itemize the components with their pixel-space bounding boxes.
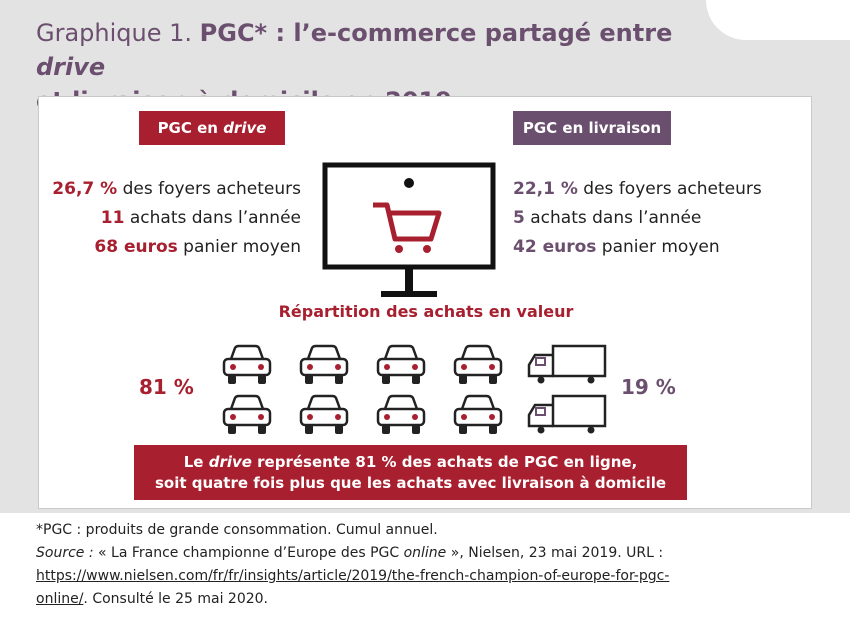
- drive-stat-basket: 68 euros panier moyen: [94, 237, 301, 257]
- monitor-icon: [322, 162, 496, 297]
- conclusion-banner: Le drive représente 81 % des achats de P…: [134, 445, 687, 500]
- drive-percentage: 81 %: [139, 375, 194, 399]
- car-icon: [299, 344, 349, 384]
- figure-footer: *PGC : produits de grande consommation. …: [36, 519, 826, 611]
- panel-corner: [706, 0, 850, 40]
- source-line: Source : « La France championne d’Europe…: [36, 545, 664, 561]
- car-icon: [376, 344, 426, 384]
- delivery-badge: PGC en livraison: [513, 111, 671, 145]
- source-url-line: https://www.nielsen.com/fr/fr/insights/a…: [36, 565, 826, 588]
- infographic-card: PGC en drive PGC en livraison 26,7 % des…: [38, 96, 812, 509]
- car-icon: [453, 344, 503, 384]
- source-link[interactable]: https://www.nielsen.com/fr/fr/insights/a…: [36, 568, 670, 584]
- repartition-title: Répartition des achats en valeur: [278, 302, 574, 321]
- delivery-stat-basket: 42 euros panier moyen: [513, 237, 720, 257]
- delivery-stat-buyers: 22,1 % des foyers acheteurs: [513, 179, 762, 199]
- title-main-a: PGC* : l’e-commerce partagé entre: [199, 19, 673, 47]
- drive-badge: PGC en drive: [139, 111, 285, 145]
- drive-stat-purchases: 11 achats dans l’année: [100, 208, 301, 228]
- delivery-stats: 22,1 % des foyers acheteurs 5 achats dan…: [513, 175, 813, 262]
- car-icon: [299, 394, 349, 434]
- van-icon: [527, 344, 607, 384]
- drive-stat-buyers: 26,7 % des foyers acheteurs: [52, 179, 301, 199]
- car-icon: [376, 394, 426, 434]
- car-icon: [453, 394, 503, 434]
- figure-panel: Graphique 1. PGC* : l’e-commerce partagé…: [0, 0, 850, 513]
- car-icon: [222, 394, 272, 434]
- cart-icon: [373, 202, 442, 253]
- drive-stats: 26,7 % des foyers acheteurs 11 achats da…: [39, 175, 301, 262]
- delivery-stat-purchases: 5 achats dans l’année: [513, 208, 702, 228]
- car-icon: [222, 344, 272, 384]
- van-icon: [527, 394, 607, 434]
- footnote: *PGC : produits de grande consommation. …: [36, 522, 438, 538]
- title-main-italic: drive: [36, 53, 106, 81]
- source-link-end[interactable]: online/: [36, 591, 84, 607]
- delivery-percentage: 19 %: [621, 375, 676, 399]
